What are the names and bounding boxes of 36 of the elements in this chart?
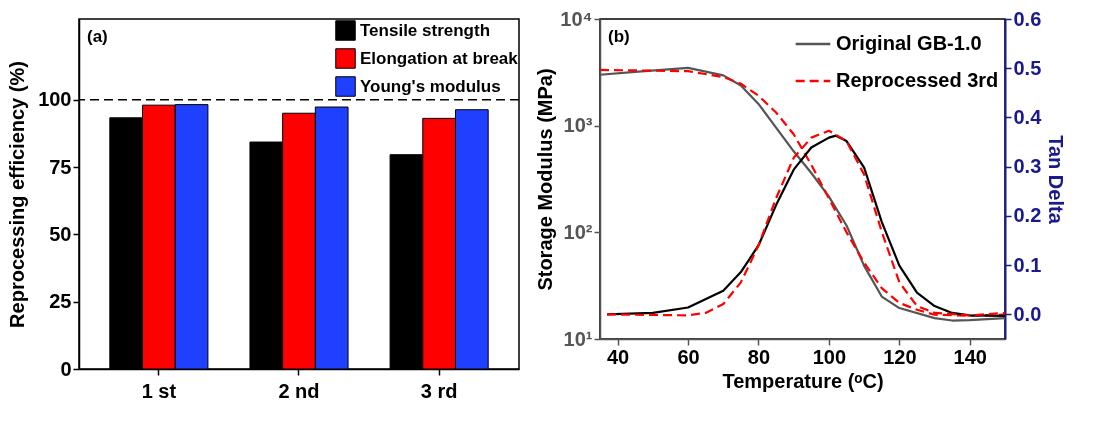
y-axis-title: Storage Modulus (MPa) bbox=[534, 68, 557, 291]
x-tick-label: 40 bbox=[606, 345, 630, 368]
y2-tick-label: 0.0 bbox=[1013, 302, 1042, 325]
y-tick-label: 25 bbox=[49, 290, 72, 313]
annotation: (b) bbox=[608, 27, 630, 46]
x-tick-label: 100 bbox=[812, 345, 847, 368]
y2-tick-label: 0.5 bbox=[1013, 56, 1042, 79]
y2-tick-label: 0.6 bbox=[1013, 7, 1042, 30]
x-tick-label: 140 bbox=[953, 345, 987, 368]
y-tick-label: 10¹ bbox=[563, 327, 593, 350]
y-tick-label: 0 bbox=[60, 357, 72, 380]
legend-label: Reprocessed 3rd bbox=[836, 69, 999, 91]
y-tick-label: 10³ bbox=[563, 114, 593, 137]
legend-label: Original GB-1.0 bbox=[836, 32, 982, 54]
annotation: (a) bbox=[87, 27, 108, 46]
y2-tick-label: 0.1 bbox=[1013, 253, 1042, 276]
x-tick-label: 3 rd bbox=[420, 379, 458, 402]
x-axis-title: Temperature (ᵒC) bbox=[722, 369, 884, 392]
y2-tick-label: 0.4 bbox=[1013, 105, 1043, 128]
x-tick-label: 2 nd bbox=[278, 379, 320, 402]
y-tick-label: 10² bbox=[563, 220, 593, 243]
y2-axis-title: Tan Delta bbox=[1045, 135, 1068, 225]
y2-tick-label: 0.3 bbox=[1013, 155, 1042, 178]
legend-label: Young's modulus bbox=[360, 76, 501, 96]
y-tick-label: 75 bbox=[49, 155, 72, 178]
x-tick-label: 120 bbox=[883, 345, 917, 368]
y-axis-title: Reprocessing efficiency (%) bbox=[6, 61, 29, 328]
x-tick-label: 1 st bbox=[141, 379, 177, 402]
y-tick-label: 10⁴ bbox=[560, 7, 593, 30]
legend-label: Tensile strength bbox=[360, 20, 491, 40]
y2-tick-label: 0.2 bbox=[1013, 204, 1042, 227]
x-tick-label: 80 bbox=[747, 345, 771, 368]
y-tick-label: 100 bbox=[38, 88, 72, 111]
x-tick-label: 60 bbox=[677, 345, 700, 368]
legend-label: Elongation at break bbox=[360, 48, 519, 68]
y-tick-label: 50 bbox=[49, 222, 72, 245]
